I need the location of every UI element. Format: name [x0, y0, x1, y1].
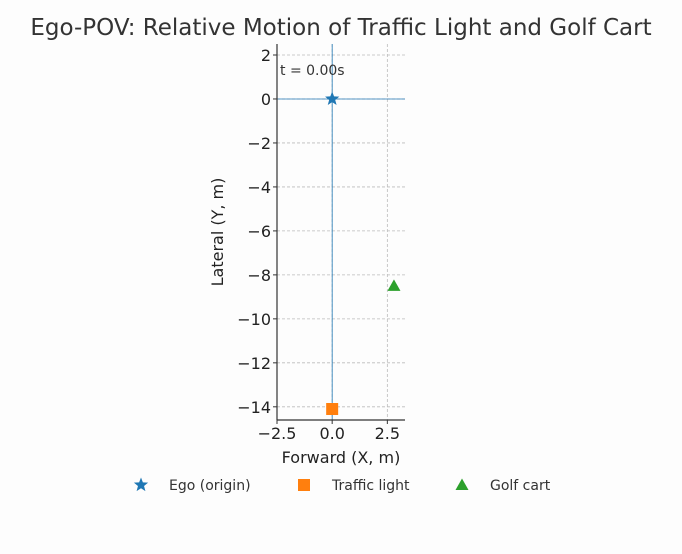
x-tick-label: 0.0	[319, 424, 344, 443]
y-tick-label: 0	[261, 90, 271, 109]
y-tick-label: −2	[247, 134, 271, 153]
time-annotation: t = 0.00s	[280, 63, 345, 79]
y-tick-label: −8	[247, 266, 271, 285]
legend-marker-square	[298, 479, 310, 491]
y-tick-label: −4	[247, 178, 271, 197]
legend: Ego (origin) Traffic light Golf cart	[133, 477, 551, 494]
data-point-triangle	[387, 279, 401, 291]
data-point-star	[325, 91, 340, 106]
y-tick-label: −10	[237, 310, 271, 329]
legend-marker-triangle	[455, 478, 469, 490]
y-axis-label: Lateral (Y, m)	[208, 178, 227, 287]
data-point-square	[326, 403, 339, 416]
plot-area: −2.5 0.0 2.5 2 0 −2 −4 −6 −8 −10 −12 −14	[237, 44, 405, 443]
y-tick-label: −12	[237, 354, 271, 373]
legend-label: Golf cart	[490, 478, 551, 494]
legend-label: Traffic light	[331, 478, 410, 494]
y-tick-label: −6	[247, 222, 271, 241]
y-tick-label: −14	[237, 398, 271, 417]
x-tick-label: −2.5	[258, 424, 297, 443]
legend-label: Ego (origin)	[169, 478, 251, 494]
x-tick-label: 2.5	[375, 424, 400, 443]
chart-title: Ego-POV: Relative Motion of Traffic Ligh…	[30, 15, 651, 41]
x-axis-label: Forward (X, m)	[282, 448, 401, 467]
y-tick-label: 2	[261, 46, 271, 65]
legend-marker-star	[133, 477, 149, 492]
